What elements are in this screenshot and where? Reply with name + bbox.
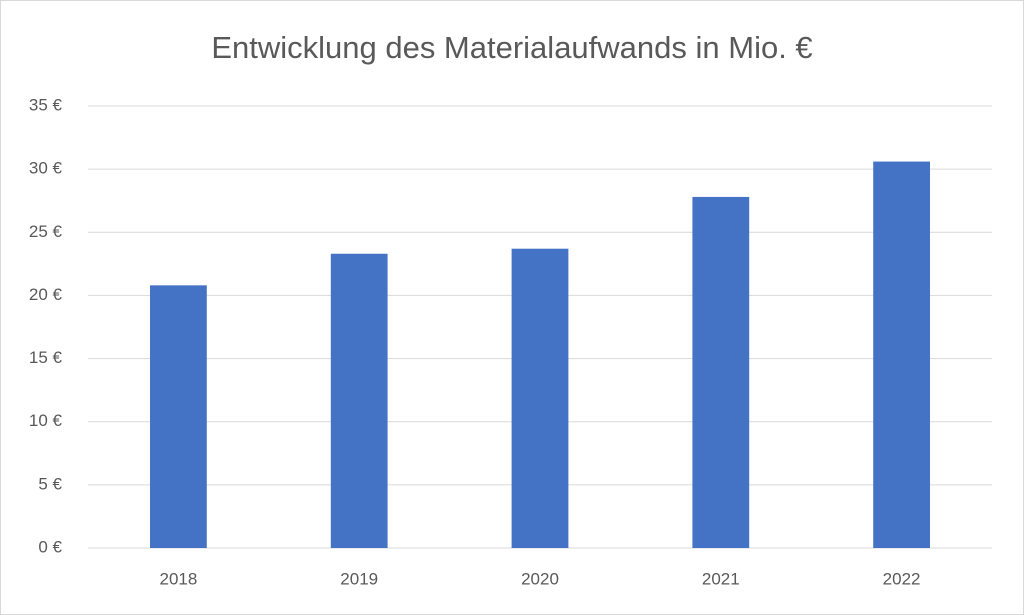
bar bbox=[150, 285, 207, 548]
bar bbox=[692, 196, 750, 548]
x-tick-label: 2019 bbox=[340, 569, 378, 588]
y-tick-label: 20 € bbox=[29, 285, 63, 304]
chart-title: Entwicklung des Materialaufwands in Mio.… bbox=[211, 30, 812, 65]
x-tick-label: 2020 bbox=[521, 569, 559, 588]
y-tick-label: 0 € bbox=[38, 537, 62, 556]
y-tick-label: 35 € bbox=[29, 95, 63, 114]
x-tick-label: 2018 bbox=[159, 569, 197, 588]
x-tick-label: 2021 bbox=[702, 569, 740, 588]
bar bbox=[330, 253, 388, 549]
y-tick-label: 5 € bbox=[38, 474, 62, 493]
bar bbox=[873, 161, 930, 548]
y-tick-label: 15 € bbox=[29, 348, 63, 367]
bar bbox=[511, 248, 569, 548]
y-tick-label: 30 € bbox=[29, 159, 63, 178]
y-tick-label: 25 € bbox=[29, 222, 63, 241]
y-tick-label: 10 € bbox=[29, 411, 63, 430]
x-tick-label: 2022 bbox=[883, 569, 921, 588]
